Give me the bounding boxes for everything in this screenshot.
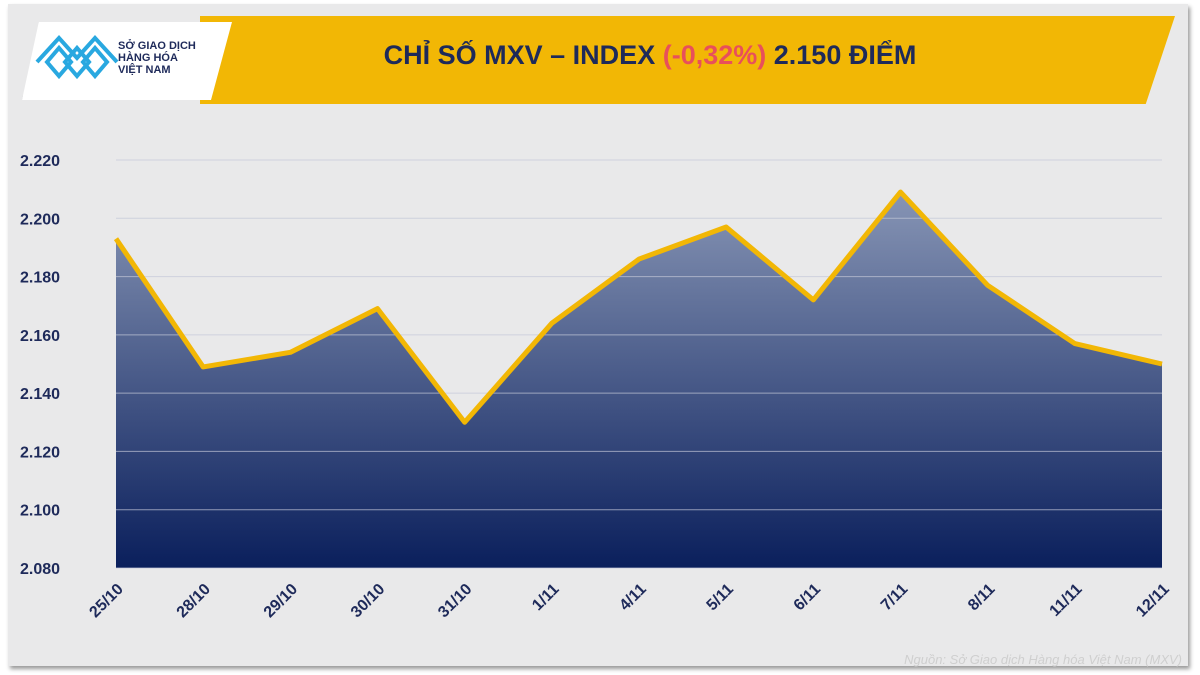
x-tick-label: 31/10: [435, 581, 475, 621]
area-fill: [116, 192, 1162, 569]
title-value: 2.150 ĐIỂM: [773, 40, 917, 70]
x-tick-label: 28/10: [174, 581, 214, 621]
chart-title: CHỈ SỐ MXV – INDEX (-0,32%) 2.150 ĐIỂM: [200, 40, 1100, 71]
y-tick-label: 2.140: [20, 386, 60, 403]
x-tick-label: 4/11: [616, 581, 649, 614]
y-tick-label: 2.200: [20, 211, 60, 228]
x-tick-label: 30/10: [348, 581, 388, 621]
x-tick-label: 11/11: [1047, 581, 1086, 620]
y-tick-label: 2.180: [20, 270, 60, 287]
logo-line: VIỆT NAM: [118, 64, 171, 76]
logo-line: HÀNG HÓA: [118, 52, 178, 64]
x-tick-label: 8/11: [965, 581, 998, 614]
title-banner: [200, 16, 1175, 104]
title-prefix: CHỈ SỐ MXV – INDEX: [383, 40, 656, 70]
logo-text: SỞ GIAO DỊCH HÀNG HÓA VIỆT NAM: [118, 40, 196, 76]
x-tick-label: 29/10: [261, 581, 301, 621]
y-tick-label: 2.220: [20, 153, 60, 170]
title-change: (-0,32%): [662, 40, 767, 70]
x-tick-label: 7/11: [878, 581, 911, 614]
logo-line: SỞ GIAO DỊCH: [118, 40, 196, 52]
x-tick-label: 12/11: [1133, 581, 1173, 621]
mxv-logo: [22, 22, 232, 100]
x-tick-label: 1/11: [529, 581, 562, 614]
y-tick-label: 2.120: [20, 444, 60, 461]
y-tick-label: 2.100: [20, 503, 60, 520]
x-tick-label: 5/11: [704, 581, 737, 614]
source-note: Nguồn: Sở Giao dịch Hàng hóa Việt Nam (M…: [904, 652, 1182, 667]
y-tick-label: 2.160: [20, 328, 60, 345]
logo-mark-icon: [35, 35, 119, 80]
x-tick-label: 25/10: [86, 581, 126, 621]
y-tick-label: 2.080: [20, 561, 60, 578]
x-tick-label: 6/11: [791, 581, 824, 614]
